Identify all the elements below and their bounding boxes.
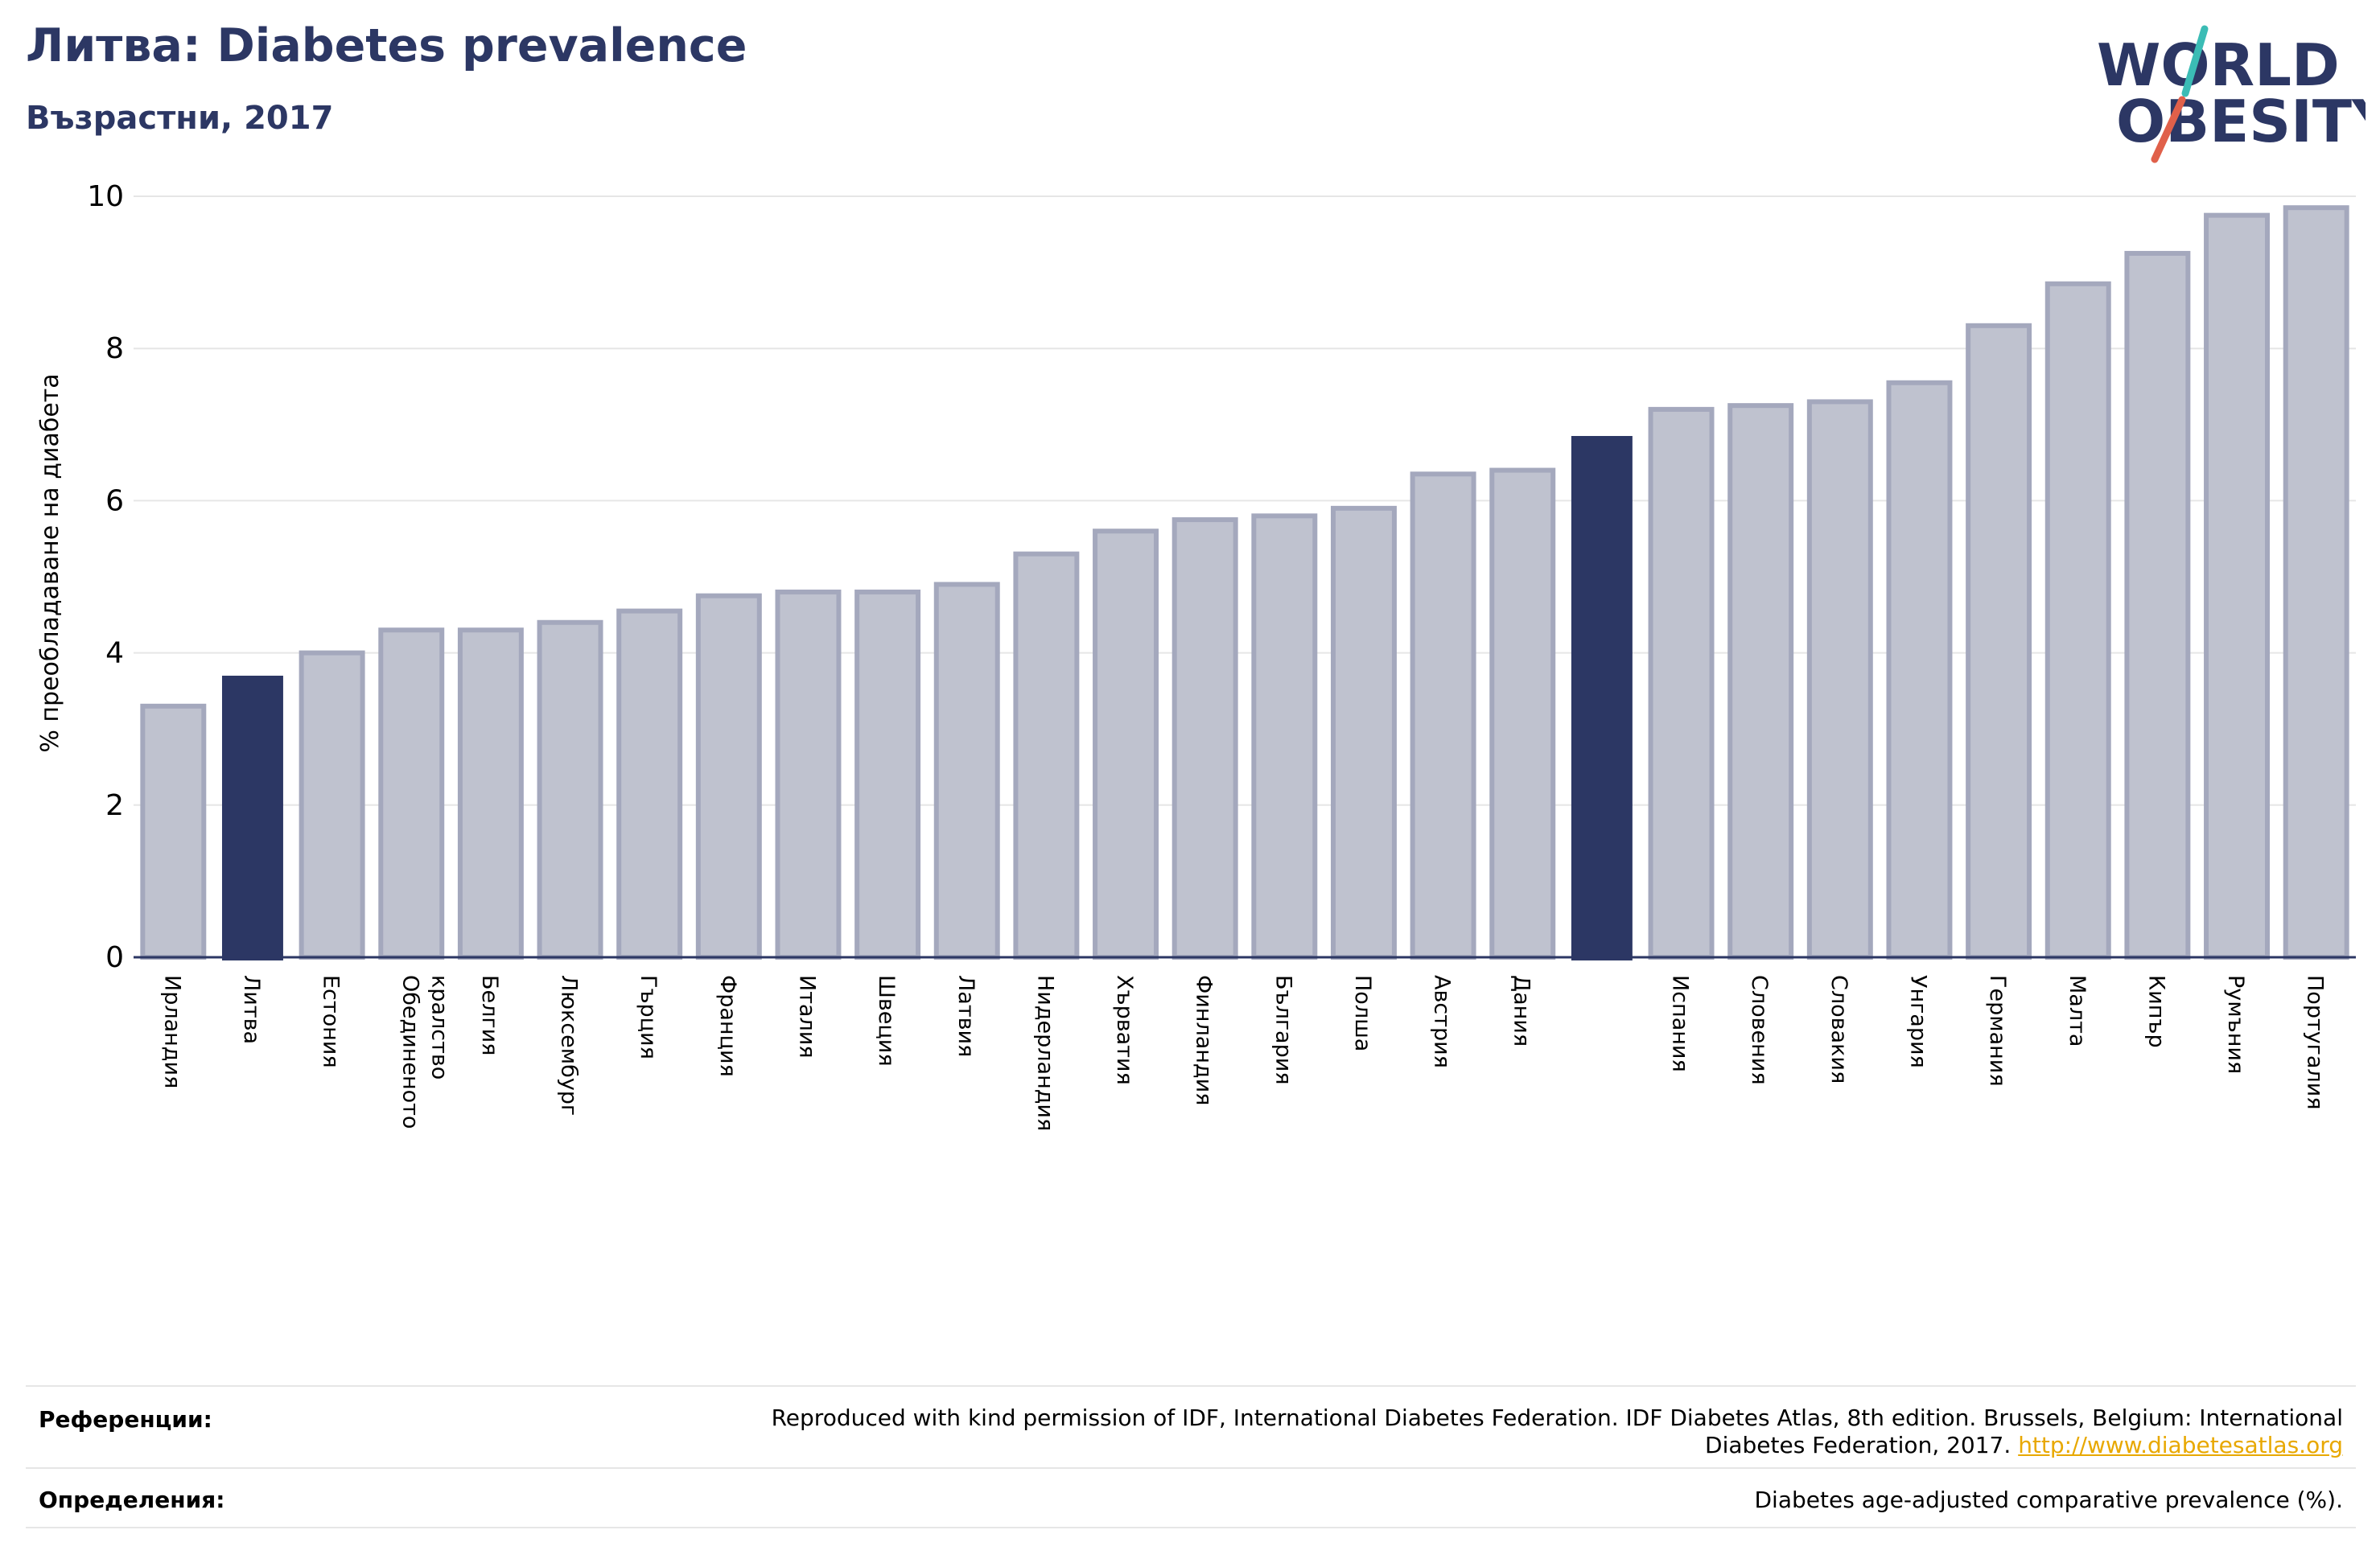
x-tick-label: Испания bbox=[1668, 975, 1693, 1072]
x-tick-label: Словакия bbox=[1826, 975, 1851, 1084]
references-line2: Diabetes Federation, 2017. bbox=[1705, 1432, 2011, 1458]
bar-Унгария bbox=[1886, 380, 1953, 960]
x-tick-label: Унгария bbox=[1905, 975, 1930, 1068]
y-tick-label: 2 bbox=[105, 789, 124, 822]
bar-Литва bbox=[221, 675, 283, 960]
y-tick-label: 10 bbox=[87, 180, 124, 213]
y-tick-label: 4 bbox=[105, 637, 124, 670]
x-tick-label: Латвия bbox=[953, 975, 978, 1057]
x-tick-label: Естония bbox=[319, 975, 344, 1068]
references-row: Референции: Reproduced with kind permiss… bbox=[26, 1385, 2356, 1467]
x-tick-label: Франция bbox=[715, 975, 740, 1077]
y-tick-label: 6 bbox=[105, 484, 124, 517]
references-label: Референции: bbox=[39, 1406, 212, 1433]
x-tick-label: Нидерландия bbox=[1032, 975, 1057, 1131]
y-tick-label: 0 bbox=[105, 941, 124, 974]
bar-Швеция bbox=[854, 589, 921, 960]
bar-Кипър bbox=[2124, 250, 2191, 960]
bar-Малта bbox=[2044, 281, 2111, 960]
x-tick-label: Малта bbox=[2065, 975, 2090, 1047]
bar-chart: 0 2 4 6 8 10 Ирландия Литва Естония Обединеното к… bbox=[36, 180, 2356, 1131]
bar-Финландия bbox=[1171, 517, 1238, 960]
x-tick-label: Гърция bbox=[636, 975, 661, 1059]
x-tick-label: Хърватия bbox=[1112, 975, 1137, 1085]
chart-title: Литва: Diabetes prevalence bbox=[26, 19, 747, 72]
logo-line1: WORLD bbox=[2097, 31, 2340, 99]
y-axis-ticks: 0 2 4 6 8 10 bbox=[87, 180, 124, 974]
bar-Португалия bbox=[2283, 205, 2349, 960]
x-tick-label: България bbox=[1270, 975, 1295, 1085]
references-text: Reproduced with kind permission of IDF, … bbox=[772, 1405, 2343, 1459]
logo-line2: OBESITY bbox=[2116, 88, 2366, 155]
references-line2-wrap: Diabetes Federation, 2017. http://www.di… bbox=[772, 1432, 2343, 1459]
bar-Хърватия bbox=[1093, 529, 1159, 960]
definitions-label: Определения: bbox=[39, 1487, 225, 1513]
bar-Естония bbox=[299, 650, 365, 960]
references-link[interactable]: http://www.diabetesatlas.org bbox=[2018, 1432, 2343, 1458]
bar-Латвия bbox=[933, 582, 1000, 960]
x-tick-label: Португалия bbox=[2303, 975, 2328, 1109]
bar-Нидерландия bbox=[1013, 551, 1080, 960]
bar-Полша bbox=[1330, 505, 1397, 960]
world-obesity-logo: WORLD OBESITY bbox=[2097, 25, 2366, 163]
x-tick-label: Австрия bbox=[1430, 975, 1455, 1068]
bar-Румъния bbox=[2204, 212, 2271, 960]
references-line1: Reproduced with kind permission of IDF, … bbox=[771, 1405, 2343, 1431]
x-tick-label: Румъния bbox=[2223, 975, 2248, 1074]
definitions-row: Определения: Diabetes age-adjusted compa… bbox=[26, 1467, 2356, 1528]
bar-Словения bbox=[1727, 403, 1794, 960]
y-tick-label: 8 bbox=[105, 332, 124, 365]
x-tick-label: Швеция bbox=[874, 975, 899, 1067]
x-tick-label: Литва bbox=[239, 975, 264, 1044]
x-tick-label: Полша bbox=[1350, 975, 1375, 1051]
bar-България bbox=[1251, 513, 1318, 960]
x-tick-label: Ирландия bbox=[159, 975, 184, 1088]
bar-Люксембург bbox=[537, 619, 603, 960]
bar-Австрия bbox=[1410, 471, 1476, 960]
x-tick-label: Дания bbox=[1509, 975, 1534, 1047]
x-tick-label: Обединеното кралство bbox=[397, 975, 451, 1129]
bar-highlight bbox=[1571, 435, 1633, 960]
x-tick-label: Кипър bbox=[2143, 975, 2168, 1048]
bar-Ирландия bbox=[140, 703, 207, 960]
bar-Испания bbox=[1648, 406, 1715, 960]
bar-Словакия bbox=[1806, 399, 1873, 960]
bar-Франция bbox=[695, 593, 762, 960]
definitions-text: Diabetes age-adjusted comparative preval… bbox=[1754, 1487, 2344, 1513]
bar-Гърция bbox=[616, 608, 683, 960]
bar-Обединеното кралство bbox=[378, 627, 445, 960]
bars bbox=[140, 205, 2349, 960]
x-tick-label: Финландия bbox=[1192, 975, 1217, 1105]
x-axis-labels: Ирландия Литва Естония Обединеното кралство Б… bbox=[159, 975, 2327, 1131]
x-tick-label: Германия bbox=[1985, 975, 2010, 1087]
x-tick-label: Люксембург bbox=[557, 975, 582, 1116]
x-tick-label: Италия bbox=[794, 975, 819, 1059]
bar-Италия bbox=[775, 589, 842, 960]
bar-Германия bbox=[1966, 323, 2032, 960]
bar-Белгия bbox=[457, 627, 524, 960]
bar-Дания bbox=[1489, 467, 1556, 960]
x-tick-label: Белгия bbox=[477, 975, 502, 1055]
y-axis-label: % преобладаване на диабета bbox=[36, 373, 64, 752]
chart-subtitle: Възрастни, 2017 bbox=[26, 100, 334, 137]
x-tick-label: Словения bbox=[1747, 975, 1772, 1085]
